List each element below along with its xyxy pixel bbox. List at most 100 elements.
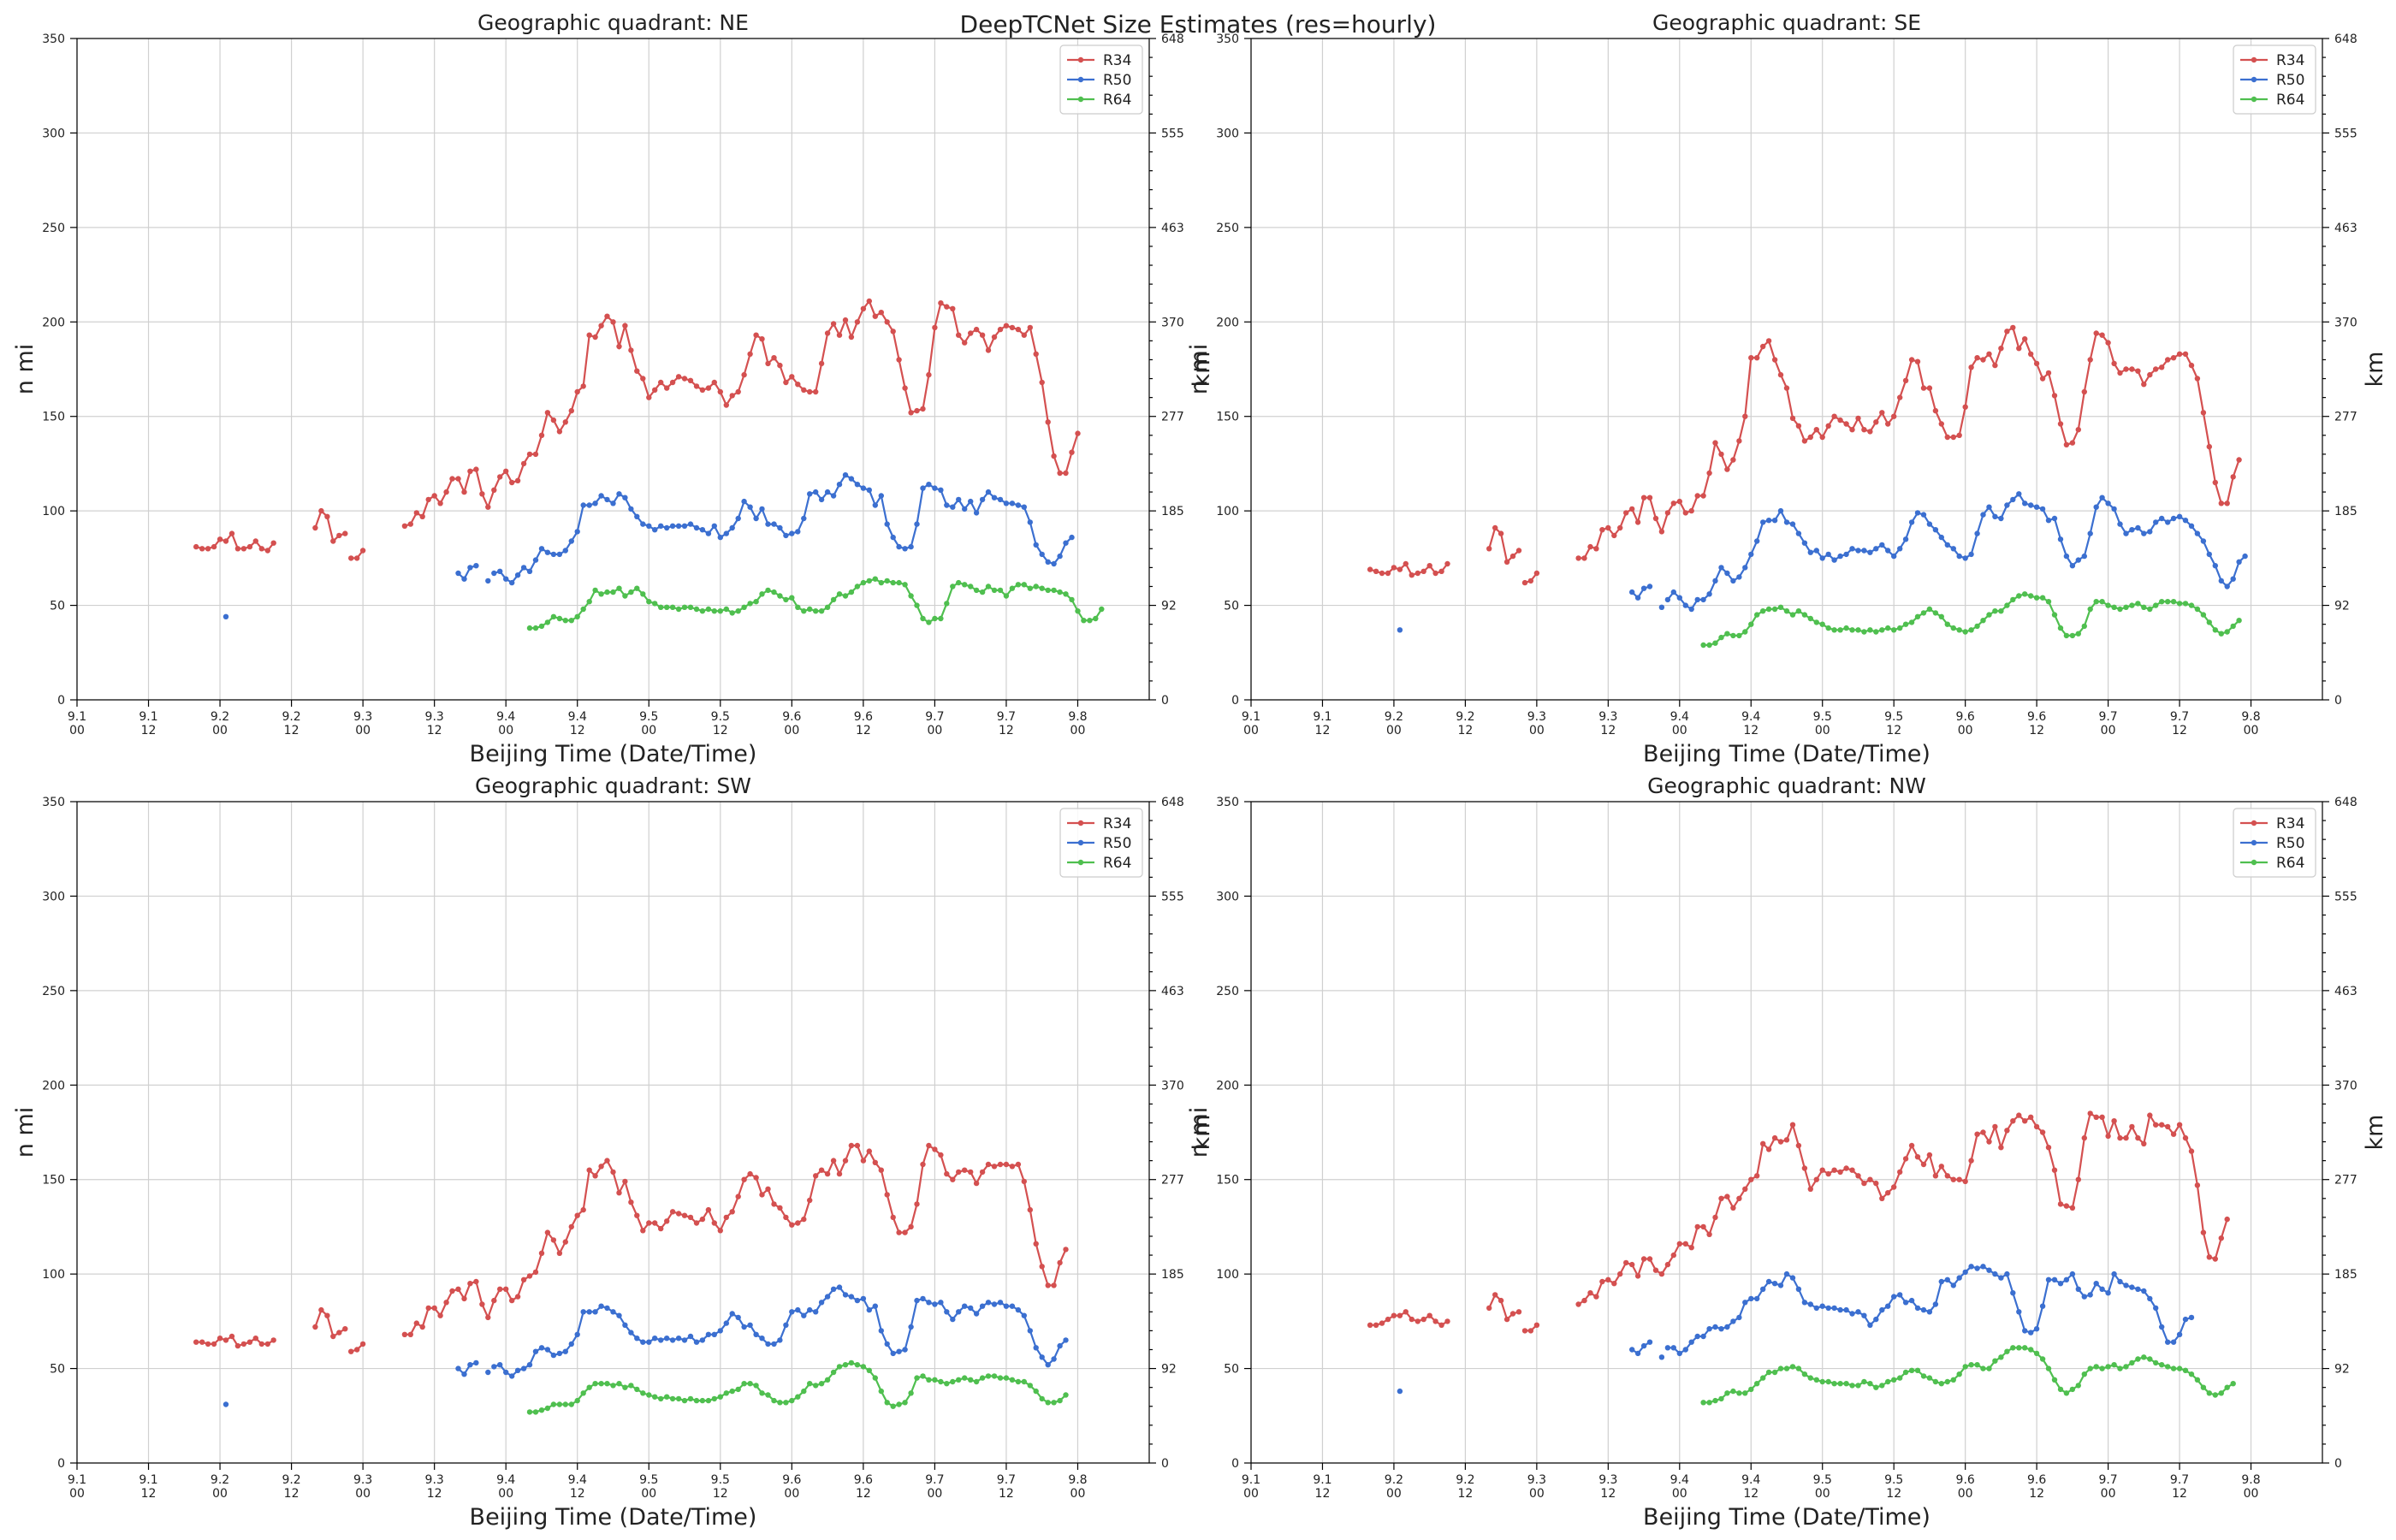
y-right-tick-label: 370 [2334, 316, 2357, 329]
x-tick-date: 9.7 [2098, 1473, 2117, 1487]
data-point-r64 [526, 1409, 533, 1415]
data-point-r34 [610, 319, 616, 325]
data-point-r34 [503, 1286, 509, 1293]
data-point-r50 [461, 1371, 467, 1377]
data-point-r50 [985, 1300, 992, 1306]
data-point-r34 [1902, 1156, 1909, 1162]
data-point-r64 [604, 1381, 610, 1387]
data-point-r50 [753, 1331, 759, 1338]
data-point-r34 [431, 493, 437, 499]
data-point-r50 [997, 1300, 1004, 1306]
data-point-r34 [735, 388, 741, 395]
data-point-r64 [2147, 606, 2153, 613]
x-tick-time: 00 [1070, 1487, 1086, 1501]
data-point-r64 [1992, 1358, 1998, 1364]
series-group-nw [1367, 1111, 2236, 1406]
data-point-r64 [1099, 606, 1105, 613]
data-point-r50 [896, 543, 902, 550]
data-point-r34 [753, 1175, 759, 1181]
data-point-r34 [240, 1341, 247, 1348]
data-point-r34 [1367, 1322, 1373, 1329]
data-point-r34 [1409, 572, 1415, 578]
data-point-r34 [425, 496, 431, 503]
x-tick-date: 9.8 [1068, 710, 1087, 724]
data-point-r50 [813, 489, 819, 495]
data-point-r64 [2075, 1383, 2081, 1389]
data-point-r34 [359, 548, 366, 554]
data-point-r50 [896, 1348, 902, 1354]
data-point-r34 [634, 368, 640, 374]
data-point-r64 [2075, 631, 2081, 637]
data-point-r50 [652, 1336, 658, 1342]
x-tick-date: 9.4 [1670, 710, 1689, 724]
data-point-r34 [1617, 1270, 1623, 1277]
data-point-r64 [550, 1401, 557, 1407]
data-point-r34 [1944, 434, 1950, 441]
data-point-r50 [1968, 551, 1974, 558]
data-point-r64 [1777, 1365, 1784, 1371]
data-point-r34 [425, 1305, 431, 1312]
data-point-r50 [968, 1305, 974, 1312]
data-point-r50 [610, 500, 616, 506]
x-tick-time: 00 [1243, 724, 1259, 737]
y-axis-label: n mi [12, 1107, 39, 1158]
data-point-r50 [818, 496, 825, 503]
y-right-tick-label: 0 [1161, 694, 1169, 708]
data-point-r50 [801, 515, 807, 522]
data-point-r34 [1819, 434, 1825, 441]
data-point-r50 [1783, 519, 1790, 525]
data-point-r64 [681, 604, 688, 610]
data-point-r50 [1801, 540, 1808, 546]
data-point-r64 [646, 599, 652, 605]
data-point-r34 [1956, 432, 1962, 438]
data-point-r34 [2123, 1134, 2129, 1141]
x-tick-time: 00 [1529, 1487, 1545, 1501]
data-point-r34 [359, 1341, 366, 1348]
data-point-r64 [2159, 599, 2165, 605]
data-point-r64 [2188, 602, 2195, 608]
x-tick-date: 9.5 [1813, 1473, 1832, 1487]
x-tick-time: 00 [927, 1487, 942, 1501]
x-tick-time: 00 [1529, 724, 1545, 737]
y-tick-label: 50 [50, 600, 65, 613]
data-point-r64 [1771, 1369, 1778, 1376]
data-point-r50 [693, 1339, 700, 1345]
data-point-r50 [1771, 518, 1778, 524]
data-point-r34 [747, 1170, 753, 1177]
data-point-r34 [1682, 510, 1689, 516]
data-point-r34 [1920, 385, 1927, 391]
data-point-r34 [2028, 1114, 2034, 1121]
data-point-r50 [771, 521, 777, 527]
data-point-r34 [526, 451, 533, 458]
data-point-r34 [658, 1225, 664, 1232]
data-point-r34 [2129, 1123, 2135, 1130]
x-tick-time: 00 [784, 724, 799, 737]
data-point-r64 [640, 1390, 646, 1396]
x-tick-time: 12 [141, 724, 157, 737]
data-point-r50 [717, 534, 723, 541]
data-point-r64 [538, 623, 545, 630]
data-point-r50 [1015, 1306, 1022, 1313]
data-point-r64 [1980, 618, 1986, 624]
y-right-tick-label: 463 [2334, 985, 2357, 998]
data-point-r50 [1742, 565, 1748, 571]
data-point-r64 [574, 1397, 580, 1404]
data-point-r64 [562, 1401, 568, 1407]
x-tick-time: 00 [212, 724, 228, 737]
y-tick-label: 350 [1216, 33, 1239, 46]
series-r34-nw [1367, 1111, 2230, 1334]
x-tick-time: 00 [498, 724, 513, 737]
data-point-r34 [1009, 324, 1016, 331]
legend-label-r34: R34 [2276, 815, 2304, 832]
legend-marker-r50 [2251, 76, 2257, 83]
data-point-r34 [830, 1158, 837, 1164]
data-point-r34 [1962, 404, 1968, 410]
data-point-r50 [789, 1309, 795, 1315]
data-point-r34 [580, 1206, 586, 1213]
data-point-r64 [1920, 1373, 1927, 1379]
y-axis-label: n mi [12, 344, 39, 395]
data-point-r34 [640, 1228, 646, 1234]
data-point-r34 [1867, 429, 1873, 435]
data-point-r64 [1033, 1388, 1039, 1395]
data-point-r50 [473, 563, 479, 569]
